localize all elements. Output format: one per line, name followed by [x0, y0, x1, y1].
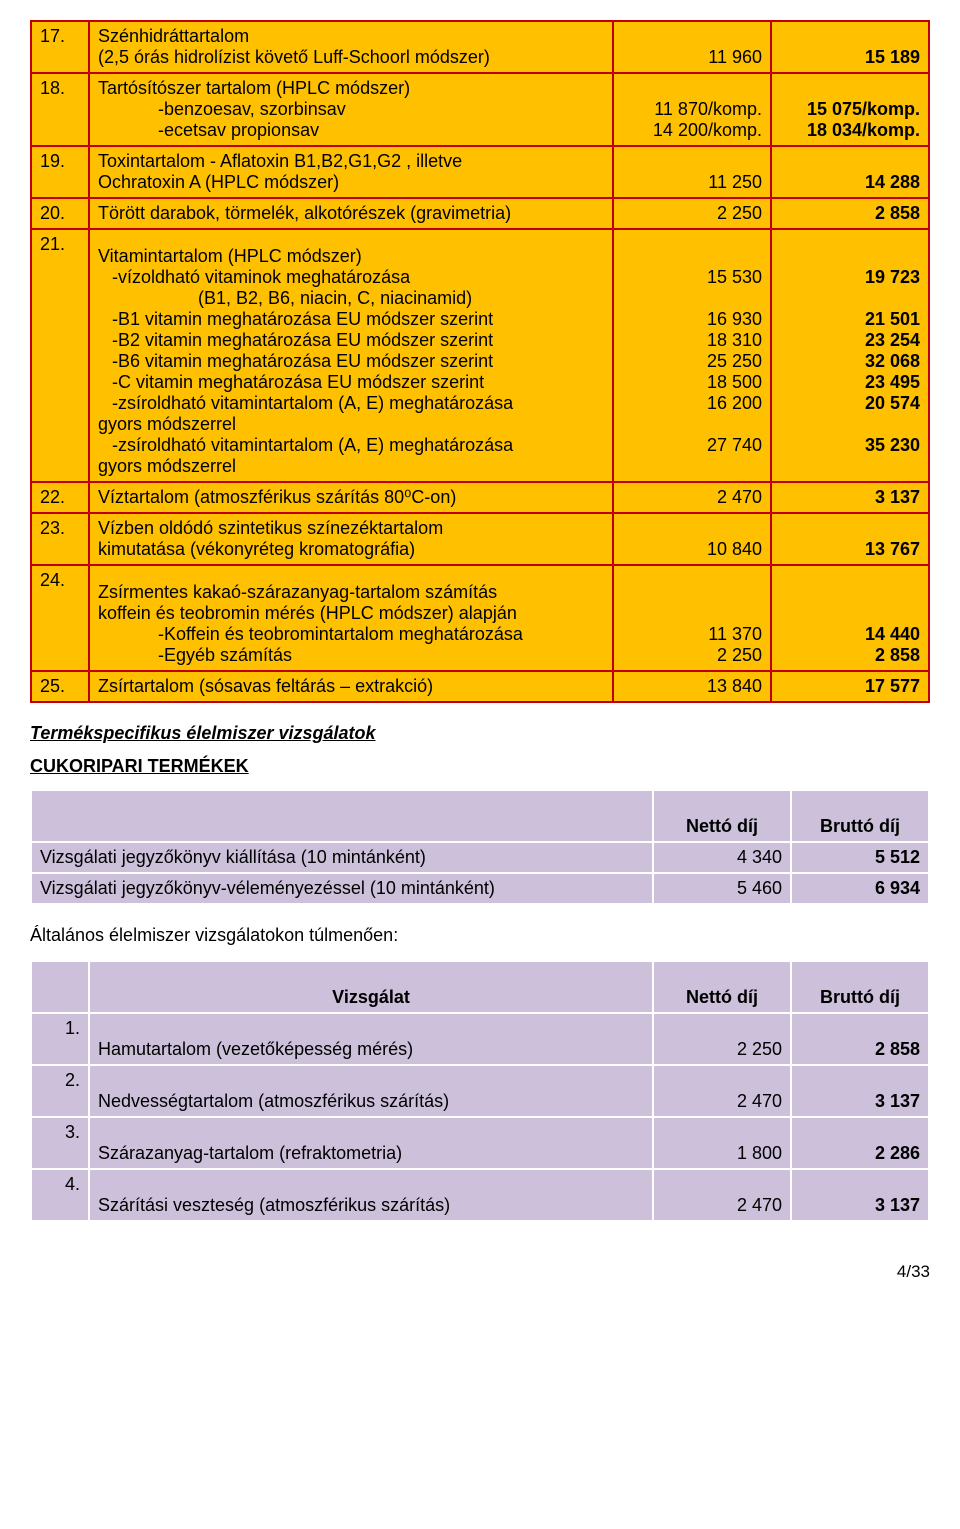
row-gross-value: 19 723 21 50123 25432 06823 49520 574 35… — [771, 229, 929, 482]
row-number: 17. — [31, 21, 89, 73]
row-gross-value: 3 137 — [771, 482, 929, 513]
row-gross-value: 15 075/komp.18 034/komp. — [771, 73, 929, 146]
row-net-value: 11 870/komp.14 200/komp. — [613, 73, 771, 146]
row-net-value: 4 340 — [653, 842, 791, 873]
row-description: Nedvességtartalom (atmoszférikus szárítá… — [89, 1065, 653, 1117]
row-number: 21. — [31, 229, 89, 482]
row-description: Hamutartalom (vezetőképesség mérés) — [89, 1013, 653, 1065]
row-description: Toxintartalom - Aflatoxin B1,B2,G1,G2 , … — [89, 146, 613, 198]
purple-fee-table-1: Nettó díjBruttó díj Vizsgálati jegyzőköny… — [30, 789, 930, 905]
row-net-value: 1 800 — [653, 1117, 791, 1169]
row-net-value: 10 840 — [613, 513, 771, 565]
row-description: Vizsgálati jegyzőkönyv kiállítása (10 mi… — [31, 842, 653, 873]
row-number: 4. — [31, 1169, 89, 1221]
row-number: 20. — [31, 198, 89, 229]
column-header: Vizsgálat — [89, 961, 653, 1013]
row-description: Vitamintartalom (HPLC módszer)-vízoldhat… — [89, 229, 613, 482]
row-description: Törött darabok, törmelék, alkotórészek (… — [89, 198, 613, 229]
purple-fee-table-2: VizsgálatNettó díjBruttó díj 1.Hamutartal… — [30, 960, 930, 1222]
row-gross-value: 5 512 — [791, 842, 929, 873]
row-net-value: 2 470 — [613, 482, 771, 513]
row-net-value: 2 470 — [653, 1065, 791, 1117]
row-description: Vizsgálati jegyzőkönyv-véleményezéssel (… — [31, 873, 653, 904]
column-header: Bruttó díj — [791, 961, 929, 1013]
row-gross-value: 2 286 — [791, 1117, 929, 1169]
row-gross-value: 3 137 — [791, 1169, 929, 1221]
section-title-1: Termékspecifikus élelmiszer vizsgálatok — [30, 723, 930, 744]
row-description: Szénhidráttartalom(2,5 órás hidrolízist … — [89, 21, 613, 73]
row-description: Szárazanyag-tartalom (refraktometria) — [89, 1117, 653, 1169]
row-number: 24. — [31, 565, 89, 671]
section-title-2: CUKORIPARI TERMÉKEK — [30, 756, 930, 777]
row-number: 22. — [31, 482, 89, 513]
row-net-value: 11 250 — [613, 146, 771, 198]
row-net-value: 11 3702 250 — [613, 565, 771, 671]
row-net-value: 11 960 — [613, 21, 771, 73]
row-description: Vízben oldódó szintetikus színezéktartal… — [89, 513, 613, 565]
row-number: 19. — [31, 146, 89, 198]
row-gross-value: 6 934 — [791, 873, 929, 904]
row-gross-value: 13 767 — [771, 513, 929, 565]
row-number: 2. — [31, 1065, 89, 1117]
row-gross-value: 17 577 — [771, 671, 929, 702]
row-number: 1. — [31, 1013, 89, 1065]
row-number: 3. — [31, 1117, 89, 1169]
row-number: 25. — [31, 671, 89, 702]
row-gross-value: 14 4402 858 — [771, 565, 929, 671]
column-header: Nettó díj — [653, 961, 791, 1013]
row-description: Tartósítószer tartalom (HPLC módszer)-be… — [89, 73, 613, 146]
column-header: Nettó díj — [653, 790, 791, 842]
orange-price-table: 17.Szénhidráttartalom(2,5 órás hidrolízi… — [30, 20, 930, 703]
row-net-value: 2 470 — [653, 1169, 791, 1221]
row-net-value: 15 530 16 93018 31025 25018 50016 200 27… — [613, 229, 771, 482]
row-net-value: 2 250 — [613, 198, 771, 229]
row-net-value: 5 460 — [653, 873, 791, 904]
row-description: Víztartalom (atmoszférikus szárítás 80⁰C… — [89, 482, 613, 513]
row-gross-value: 2 858 — [791, 1013, 929, 1065]
page-footer: 4/33 — [30, 1262, 930, 1282]
row-gross-value: 14 288 — [771, 146, 929, 198]
row-net-value: 13 840 — [613, 671, 771, 702]
plain-note: Általános élelmiszer vizsgálatokon túlme… — [30, 925, 930, 946]
row-number: 18. — [31, 73, 89, 146]
row-gross-value: 15 189 — [771, 21, 929, 73]
row-description: Zsírtartalom (sósavas feltárás – extrakc… — [89, 671, 613, 702]
row-gross-value: 2 858 — [771, 198, 929, 229]
row-gross-value: 3 137 — [791, 1065, 929, 1117]
row-description: Szárítási veszteség (atmoszférikus szárí… — [89, 1169, 653, 1221]
row-description: Zsírmentes kakaó-szárazanyag-tartalom sz… — [89, 565, 613, 671]
row-number: 23. — [31, 513, 89, 565]
column-header: Bruttó díj — [791, 790, 929, 842]
row-net-value: 2 250 — [653, 1013, 791, 1065]
